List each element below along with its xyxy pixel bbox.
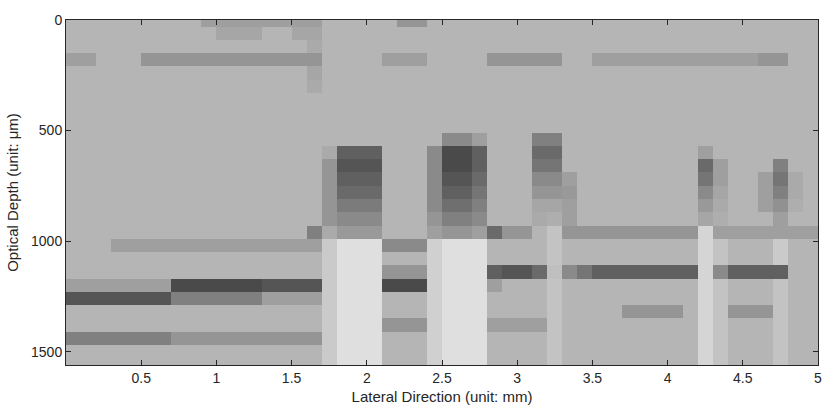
- svg-text:2: 2: [363, 370, 371, 386]
- svg-text:Optical Depth (unit: μm): Optical Depth (unit: μm): [4, 113, 21, 272]
- svg-text:0.5: 0.5: [131, 370, 151, 386]
- svg-text:0: 0: [54, 12, 62, 28]
- svg-text:2.5: 2.5: [432, 370, 452, 386]
- svg-text:Lateral Direction (unit: mm): Lateral Direction (unit: mm): [352, 388, 533, 405]
- svg-text:1: 1: [213, 370, 221, 386]
- svg-text:5: 5: [814, 370, 822, 386]
- svg-text:4: 4: [664, 370, 672, 386]
- svg-text:500: 500: [39, 122, 63, 138]
- svg-text:4.5: 4.5: [733, 370, 753, 386]
- svg-text:3: 3: [513, 370, 521, 386]
- svg-text:1500: 1500: [31, 344, 62, 360]
- svg-text:3.5: 3.5: [583, 370, 603, 386]
- svg-text:1000: 1000: [31, 233, 62, 249]
- svg-text:1.5: 1.5: [282, 370, 302, 386]
